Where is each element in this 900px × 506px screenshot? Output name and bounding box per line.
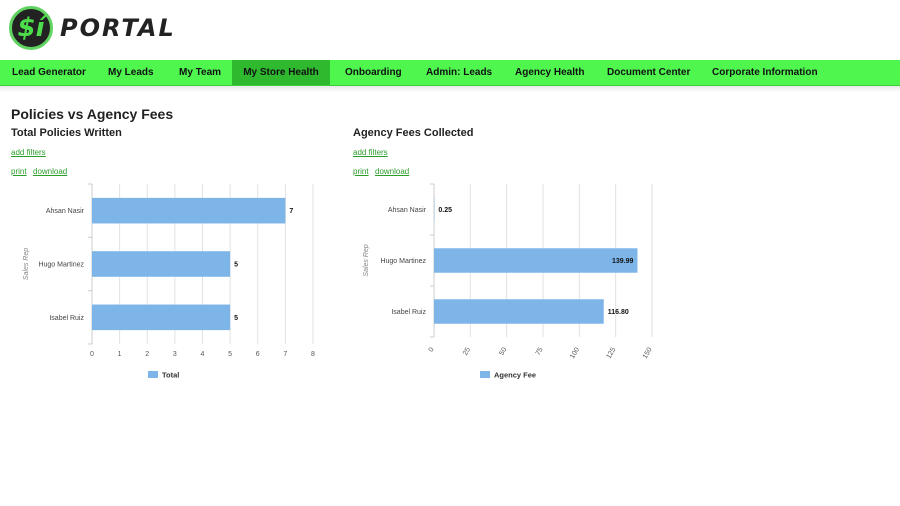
- nav-label: Admin: Leads: [426, 67, 493, 78]
- category-label: Isabel Ruiz: [49, 315, 84, 322]
- data-label: 5: [234, 262, 238, 269]
- data-label: 0.25: [438, 207, 452, 214]
- logo-text: PORTAL: [60, 14, 176, 42]
- x-tick-label: 125: [605, 346, 617, 360]
- legend-label: Total: [162, 371, 179, 380]
- nav-label: Onboarding: [345, 67, 402, 78]
- download-link-fees[interactable]: download: [375, 167, 410, 176]
- category-label: Hugo Martinez: [380, 258, 426, 265]
- nav-label: Lead Generator: [12, 67, 86, 78]
- x-tick-label: 0: [428, 346, 436, 353]
- bar: [92, 251, 231, 277]
- agency-fees-chart: 0 25 50 75 100 125 150 Ahsan Nasir 0.25 Hugo Mart…: [363, 183, 654, 380]
- nav-my-team[interactable]: My Team: [167, 60, 233, 85]
- nav-label: Document Center: [607, 67, 691, 78]
- nav-label: Agency Health: [515, 67, 585, 78]
- chart-title-fees: Agency Fees Collected: [353, 127, 474, 139]
- x-tick-label: 100: [569, 346, 581, 360]
- x-tick-label: 4: [201, 351, 205, 358]
- print-link-fees[interactable]: print: [353, 167, 369, 176]
- bar: [92, 304, 231, 331]
- data-label: 5: [234, 315, 238, 322]
- bar: [92, 197, 286, 224]
- nav-document-center[interactable]: Document Center: [595, 60, 702, 85]
- category-label: Ahsan Nasir: [388, 207, 427, 214]
- data-label: 116.80: [608, 309, 629, 316]
- nav-corporate-information[interactable]: Corporate Information: [700, 60, 830, 85]
- x-tick-label: 7: [283, 351, 287, 358]
- category-label: Ahsan Nasir: [46, 208, 85, 215]
- y-axis-title: Sales Rep: [23, 248, 30, 280]
- nav-agency-health[interactable]: Agency Health: [503, 60, 596, 85]
- nav-onboarding[interactable]: Onboarding: [333, 60, 414, 85]
- data-label: 139.99: [612, 258, 634, 265]
- add-filters-link-policies[interactable]: add filters: [11, 148, 46, 157]
- x-tick-label: 6: [256, 351, 260, 358]
- bar: [434, 299, 604, 324]
- x-tick-label: 75: [535, 346, 545, 356]
- nav-admin-leads[interactable]: Admin: Leads: [414, 60, 504, 85]
- legend-label: Agency Fee: [494, 371, 536, 380]
- x-tick-label: 150: [642, 346, 654, 360]
- download-link-policies[interactable]: download: [33, 167, 68, 176]
- header: $í PORTAL: [0, 0, 900, 58]
- nav-my-leads[interactable]: My Leads: [96, 60, 166, 85]
- x-tick-label: 1: [118, 351, 122, 358]
- category-label: Hugo Martinez: [38, 262, 84, 269]
- x-tick-label: 50: [498, 346, 508, 356]
- print-link-policies[interactable]: print: [11, 167, 27, 176]
- x-tick-label: 25: [462, 346, 472, 356]
- x-tick-label: 8: [311, 351, 315, 358]
- chart-title-policies: Total Policies Written: [11, 127, 122, 139]
- logo-glyph: $í: [17, 13, 45, 43]
- page-title: Policies vs Agency Fees: [11, 106, 174, 122]
- nav-label: My Store Health: [243, 67, 319, 78]
- main-nav: Lead Generator My Leads My Team My Store…: [0, 60, 900, 86]
- x-tick-label: 2: [145, 351, 149, 358]
- y-axis-title: Sales Rep: [363, 244, 370, 276]
- x-tick-label: 5: [228, 351, 232, 358]
- nav-label: My Team: [179, 67, 222, 78]
- legend-swatch: [480, 371, 490, 378]
- legend-swatch: [148, 371, 158, 378]
- logo[interactable]: $í: [9, 6, 53, 50]
- nav-divider: [0, 86, 900, 92]
- nav-label: Corporate Information: [712, 67, 818, 78]
- category-label: Isabel Ruiz: [391, 309, 426, 316]
- bar: [434, 248, 638, 273]
- x-tick-label: 0: [90, 351, 94, 358]
- data-label: 7: [289, 208, 293, 215]
- policies-chart: 0 1 2 3 4 5 6 7 8 Ahsan Nasir 7 Hugo Martinez 5 Isabe…: [23, 183, 315, 380]
- nav-label: My Leads: [108, 67, 154, 78]
- nav-my-store-health[interactable]: My Store Health: [232, 60, 330, 85]
- add-filters-link-fees[interactable]: add filters: [353, 148, 388, 157]
- x-tick-label: 3: [173, 351, 177, 358]
- nav-lead-generator[interactable]: Lead Generator: [0, 60, 98, 85]
